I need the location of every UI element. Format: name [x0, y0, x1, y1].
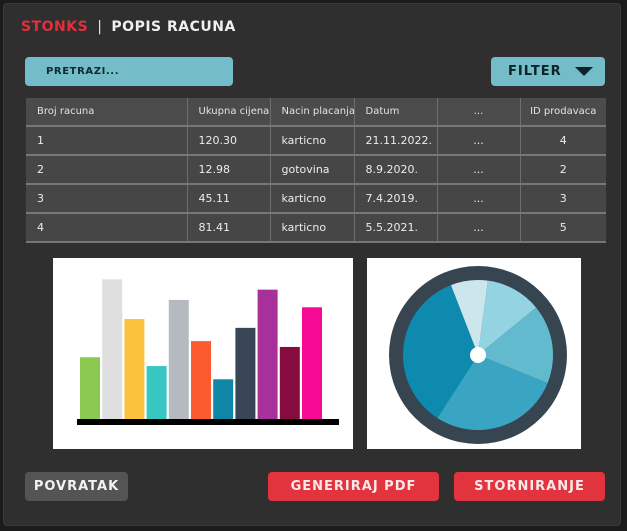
- table-cell: karticno: [270, 126, 355, 156]
- page-title: STONKS | POPIS RACUNA: [21, 19, 236, 35]
- receipts-table: Broj racuna Ukupna cijena Nacin placanja…: [26, 98, 606, 243]
- pie-slice: [403, 285, 478, 419]
- table-cell: 120.30: [187, 126, 271, 156]
- table-cell: ...: [437, 126, 521, 156]
- pie-slice: [478, 280, 537, 355]
- table-cell: ...: [437, 184, 521, 214]
- generate-pdf-button[interactable]: GENERIRAJ PDF: [268, 472, 439, 501]
- table-cell: 12.98: [187, 155, 271, 185]
- table-cell: gotovina: [270, 155, 355, 185]
- table-row[interactable]: 2 12.98 gotovina 8.9.2020. ... 2: [26, 155, 606, 185]
- table-cell: 21.11.2022.: [354, 126, 438, 156]
- table-cell: 2: [26, 155, 188, 185]
- column-header[interactable]: ...: [437, 98, 521, 127]
- table-cell: ...: [437, 155, 521, 185]
- table-cell: 3: [26, 184, 188, 214]
- table-cell: ...: [437, 213, 521, 243]
- bar-chart-baseline: [77, 419, 339, 425]
- column-header[interactable]: Nacin placanja: [270, 98, 355, 127]
- table-cell: 4: [26, 213, 188, 243]
- bar: [213, 379, 234, 419]
- table-cell: 5.5.2021.: [354, 213, 438, 243]
- bar: [302, 307, 322, 419]
- table-cell: karticno: [270, 184, 355, 214]
- table-cell: 81.41: [187, 213, 271, 243]
- bar: [279, 346, 300, 419]
- column-header[interactable]: Broj racuna: [26, 98, 188, 127]
- filter-dropdown[interactable]: FILTER: [491, 57, 605, 86]
- pie-chart: [389, 266, 567, 444]
- bar: [168, 299, 189, 419]
- bar: [102, 279, 123, 419]
- pie-slice: [450, 280, 488, 355]
- bar: [235, 327, 256, 419]
- table-row[interactable]: 4 81.41 karticno 5.5.2021. ... 5: [26, 213, 606, 243]
- table-cell: 1: [26, 126, 188, 156]
- table-row[interactable]: 1 120.30 karticno 21.11.2022. ... 4: [26, 126, 606, 156]
- search-button[interactable]: PRETRAZI...: [25, 57, 233, 86]
- bar: [257, 289, 278, 419]
- table-cell: 4: [520, 126, 606, 156]
- pie-center-dot: [470, 347, 486, 363]
- table-header-row: Broj racuna Ukupna cijena Nacin placanja…: [26, 98, 606, 127]
- column-header[interactable]: Datum: [354, 98, 438, 127]
- brand-logo-text: STONKS: [21, 19, 89, 35]
- caret-down-icon: [575, 67, 593, 76]
- table-row[interactable]: 3 45.11 karticno 7.4.2019. ... 3: [26, 184, 606, 214]
- cancel-receipt-button[interactable]: STORNIRANJE: [454, 472, 605, 501]
- pie-slice: [437, 355, 548, 430]
- title-separator: |: [97, 19, 103, 35]
- table-cell: 3: [520, 184, 606, 214]
- bar: [80, 357, 100, 419]
- bar: [191, 341, 211, 419]
- page-title-text: POPIS RACUNA: [111, 19, 236, 35]
- bar: [146, 366, 167, 419]
- bar-chart-panel: [53, 258, 353, 449]
- column-header[interactable]: Ukupna cijena: [187, 98, 271, 127]
- back-button[interactable]: POVRATAK: [25, 472, 128, 501]
- column-header[interactable]: ID prodavaca: [520, 98, 606, 127]
- bar: [124, 319, 145, 419]
- table-cell: 7.4.2019.: [354, 184, 438, 214]
- pie-chart-panel: [367, 258, 581, 449]
- table-cell: 45.11: [187, 184, 271, 214]
- table-cell: karticno: [270, 213, 355, 243]
- filter-label: FILTER: [508, 64, 562, 79]
- table-cell: 2: [520, 155, 606, 185]
- table-cell: 8.9.2020.: [354, 155, 438, 185]
- bar-chart: [77, 279, 339, 425]
- table-cell: 5: [520, 213, 606, 243]
- pie-slice: [478, 307, 553, 384]
